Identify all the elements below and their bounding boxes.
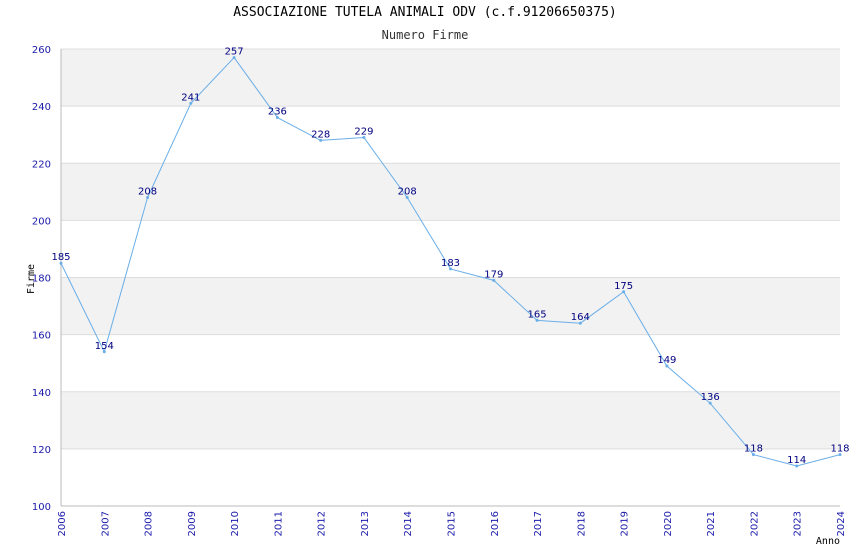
- data-label: 118: [830, 444, 849, 455]
- x-tick-label: 2021: [706, 511, 717, 536]
- x-tick-label: 2009: [187, 511, 198, 536]
- axes: [60, 49, 840, 507]
- grid-band: [61, 163, 840, 221]
- chart-title: ASSOCIAZIONE TUTELA ANIMALI ODV (c.f.912…: [233, 5, 617, 20]
- data-label: 257: [225, 47, 244, 58]
- data-label: 185: [51, 252, 70, 263]
- data-point: [59, 261, 63, 265]
- x-tick-label: 2024: [836, 511, 847, 536]
- data-point: [405, 196, 409, 200]
- x-tick-label: 2016: [490, 511, 501, 536]
- grid-band: [61, 49, 840, 107]
- x-tick-label: 2012: [317, 511, 328, 536]
- data-point: [189, 101, 193, 105]
- data-point: [708, 401, 712, 405]
- x-tick-label: 2008: [144, 511, 155, 536]
- y-tick-label: 220: [32, 159, 51, 170]
- data-label: 241: [181, 92, 200, 103]
- x-tick-label: 2006: [57, 511, 68, 536]
- data-point: [795, 464, 799, 468]
- data-point: [665, 364, 669, 368]
- x-tick-label: 2022: [749, 511, 760, 536]
- data-label: 114: [787, 455, 806, 466]
- x-tick-label: 2019: [620, 511, 631, 536]
- data-label: 229: [354, 127, 373, 138]
- data-label: 175: [614, 281, 633, 292]
- x-tick-label: 2018: [576, 511, 587, 536]
- x-tick-label: 2017: [533, 511, 544, 536]
- data-point: [102, 350, 106, 354]
- x-tick-label: 2013: [360, 511, 371, 536]
- y-tick-label: 140: [32, 388, 51, 399]
- data-label: 179: [484, 269, 503, 280]
- data-point: [362, 136, 366, 140]
- grid-band: [61, 106, 840, 164]
- y-tick-label: 180: [32, 274, 51, 285]
- x-tick-label: 2007: [100, 511, 111, 536]
- x-tick-label: 2010: [230, 511, 241, 536]
- data-label: 236: [268, 107, 287, 118]
- grid-band: [61, 277, 840, 335]
- data-point: [146, 196, 150, 200]
- x-tick-label: 2014: [403, 511, 414, 536]
- data-label: 228: [311, 129, 330, 140]
- background-bands: [61, 49, 840, 506]
- data-point: [492, 278, 496, 282]
- x-tick-label: 2020: [663, 511, 674, 536]
- data-label: 165: [528, 309, 547, 320]
- y-tick-label: 160: [32, 331, 51, 342]
- chart-subtitle: Numero Firme: [381, 28, 469, 42]
- data-label: 164: [571, 312, 590, 323]
- data-point: [232, 56, 236, 60]
- y-tick-label: 260: [32, 45, 51, 56]
- data-point: [578, 321, 582, 325]
- x-tick-label: 2023: [793, 511, 804, 536]
- x-tick-label: 2015: [447, 511, 458, 536]
- x-tick-label: 2011: [273, 511, 284, 536]
- data-point: [449, 267, 452, 271]
- data-label: 183: [441, 258, 460, 269]
- data-label: 136: [701, 392, 720, 403]
- data-label: 208: [138, 187, 157, 198]
- grid-band: [61, 391, 840, 449]
- y-tick-label: 120: [32, 445, 51, 456]
- x-axis-title: Anno: [816, 536, 840, 547]
- data-label: 149: [657, 355, 676, 366]
- y-axis-title: Firme: [26, 264, 37, 294]
- y-tick-label: 100: [32, 502, 51, 513]
- data-labels: 185 154 208 241 257 236 228 229 208 183 179 165 164 1…: [51, 47, 849, 466]
- data-point: [622, 290, 626, 294]
- y-axis-ticks: 100 120 140 160 180 200 220 240 260: [32, 45, 51, 513]
- data-label: 154: [95, 341, 114, 352]
- grid-band: [61, 448, 840, 506]
- data-point: [535, 318, 539, 322]
- data-point: [319, 138, 323, 142]
- data-label: 208: [398, 187, 417, 198]
- data-label: 118: [744, 444, 763, 455]
- x-axis-ticks: 2006 2007 2008 2009 2010 2011 2012 2013 2014 2015…: [57, 511, 847, 536]
- y-tick-label: 200: [32, 216, 51, 227]
- grid-band: [61, 334, 840, 392]
- data-point: [838, 453, 842, 457]
- data-point: [275, 116, 279, 120]
- data-point: [751, 453, 755, 457]
- y-tick-label: 240: [32, 102, 51, 113]
- series-group: [59, 56, 842, 468]
- gridlines: [61, 48, 840, 507]
